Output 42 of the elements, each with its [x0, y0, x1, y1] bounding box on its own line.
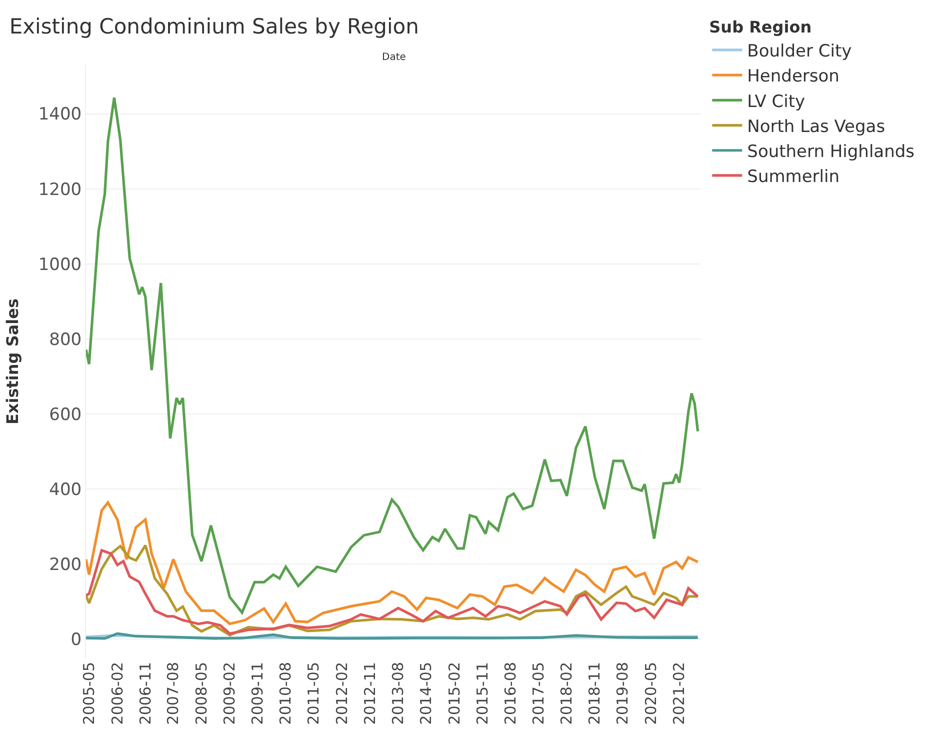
x-tick-label: 2019-08 — [614, 662, 632, 725]
y-tick-label: 1200 — [38, 180, 82, 200]
legend-label: Southern Highlands — [747, 142, 915, 162]
legend-label: Summerlin — [747, 167, 840, 188]
legend-label: Boulder City — [747, 42, 852, 62]
y-axis-title: Existing Sales — [3, 298, 22, 424]
y-tick-label: 200 — [49, 555, 82, 576]
x-axis-title: Date — [382, 52, 406, 63]
x-tick-label: 2006-11 — [136, 662, 154, 725]
y-tick-label: 0 — [70, 630, 82, 650]
line-series — [86, 501, 700, 626]
x-tick-label: 2017-05 — [529, 662, 548, 725]
chart-title: Existing Condominium Sales by Region — [9, 14, 419, 38]
legend-label: North Las Vegas — [747, 116, 886, 137]
legend-label: LV City — [747, 92, 806, 112]
x-tick-label: 2012-11 — [361, 662, 380, 725]
legend-title: Sub Region — [709, 17, 812, 36]
x-tick-label: 2009-02 — [220, 662, 239, 725]
x-tick-label: 2013-08 — [389, 662, 408, 725]
x-tick-label: 2012-02 — [332, 662, 351, 725]
x-tick-label: 2015-02 — [445, 662, 464, 725]
x-tick-label: 2008-05 — [192, 662, 210, 725]
y-tick-label: 400 — [49, 480, 82, 500]
x-tick-label: 2010-08 — [276, 662, 295, 725]
y-tick-label: 600 — [49, 404, 82, 425]
legend-label: Henderson — [747, 66, 840, 87]
x-tick-label: 2018-02 — [558, 662, 576, 725]
x-tick-label: 2018-11 — [586, 662, 604, 725]
y-tick-label: 800 — [49, 330, 82, 350]
x-tick-label: 2011-05 — [304, 662, 323, 725]
x-tick-label: 2020-05 — [642, 662, 660, 725]
x-tick-label: 2015-11 — [473, 662, 492, 725]
y-tick-label: 1400 — [38, 104, 82, 125]
x-tick-label: 2005-05 — [80, 662, 98, 725]
x-tick-label: 2007-08 — [164, 662, 182, 725]
x-tick-label: 2016-08 — [501, 662, 520, 725]
x-tick-label: 2021-02 — [670, 662, 688, 725]
x-tick-label: 2014-05 — [417, 662, 436, 725]
line-series — [86, 96, 700, 614]
y-tick-label: 1000 — [38, 254, 82, 275]
x-tick-label: 2006-02 — [108, 662, 126, 725]
x-tick-label: 2009-11 — [248, 662, 267, 725]
